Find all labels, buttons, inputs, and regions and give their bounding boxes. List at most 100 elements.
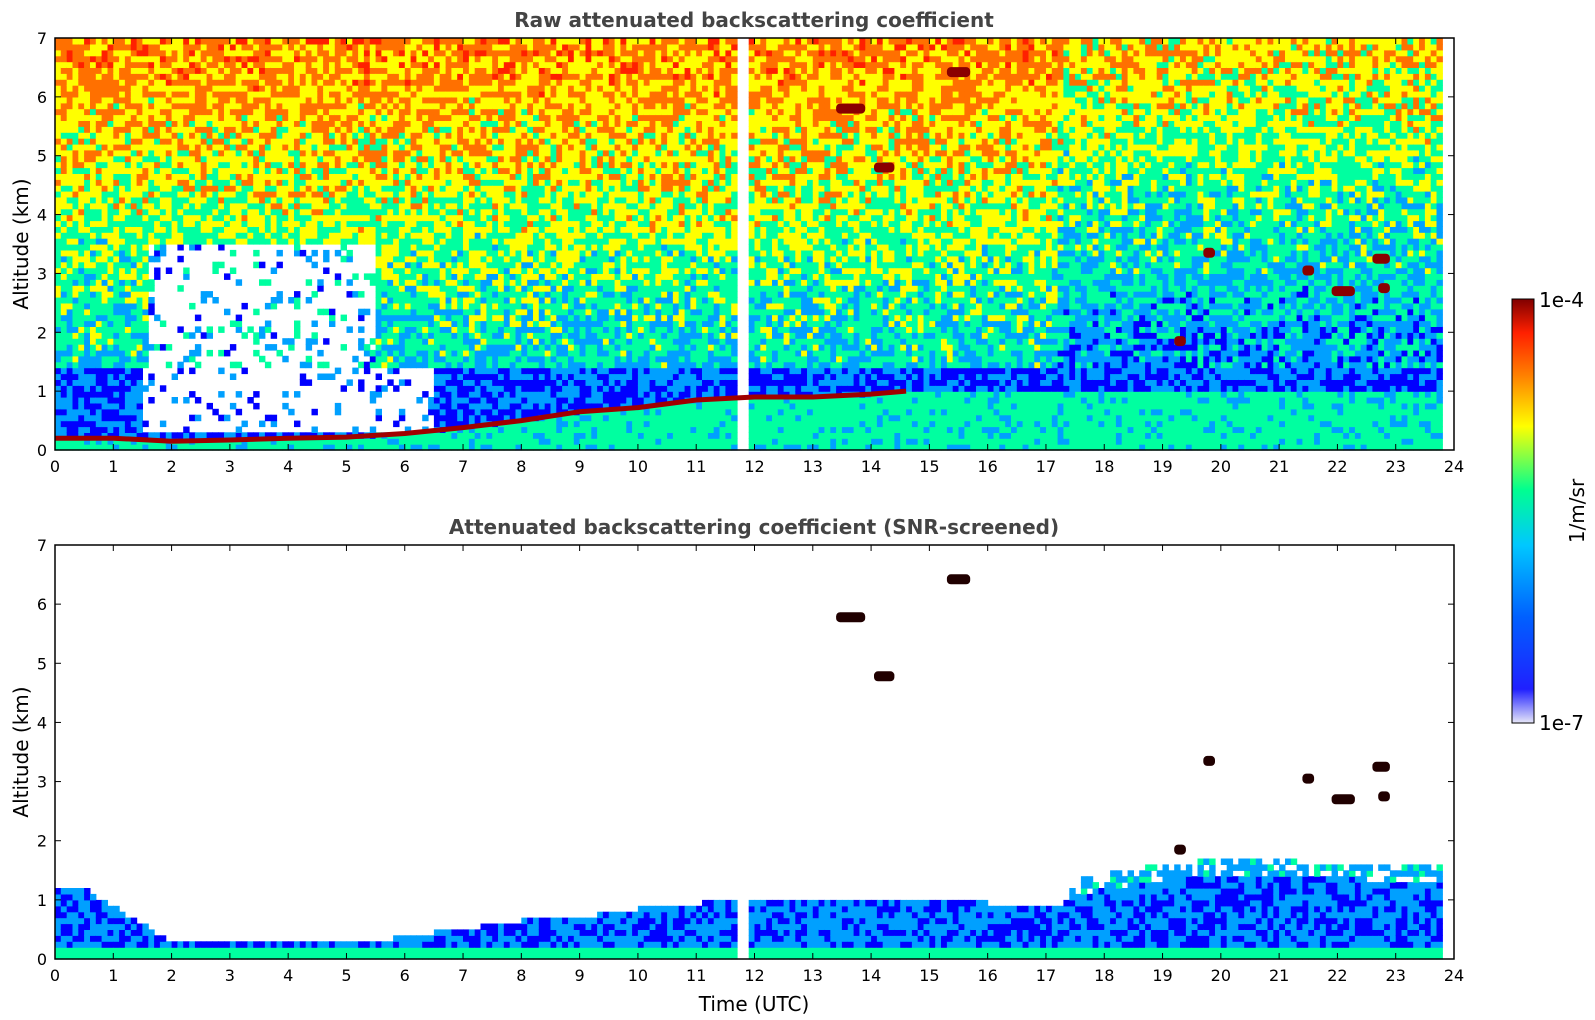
heatmap-cell [474,214,482,222]
heatmap-cell [492,161,499,169]
heatmap-cell [66,232,74,239]
heatmap-cell [387,61,394,68]
heatmap-cell [212,149,219,157]
heatmap-cell [498,108,505,116]
heatmap-cell [78,38,85,45]
heatmap-cell [363,208,371,216]
heatmap-cell [492,267,499,274]
heatmap-cell [299,120,307,127]
heatmap-cell [416,432,423,439]
heatmap-cell [457,273,464,280]
heatmap-cell [398,179,406,186]
heatmap-cell [189,232,196,239]
heatmap-cell [445,408,452,416]
heatmap-cell [387,155,394,163]
heatmap-cell [78,285,85,292]
heatmap-cell [509,108,517,116]
heatmap-cell [480,355,487,363]
heatmap-cell [381,261,388,269]
heatmap-cell [404,202,412,210]
heatmap-cell [95,420,103,428]
heatmap-cell [398,161,406,169]
heatmap-cell [288,432,295,439]
heatmap-cell [533,120,540,127]
heatmap-cell [259,155,266,163]
heatmap-cell [276,261,283,269]
heatmap-cell [492,202,499,210]
heatmap-cell [294,214,301,222]
heatmap-cell [241,173,248,180]
heatmap-cell [375,408,382,416]
heatmap-cell [544,167,552,174]
heatmap-cell [264,226,272,233]
heatmap-cell [194,232,202,239]
heatmap-cell [84,279,91,286]
heatmap-cell [78,43,85,51]
heatmap-cell [562,414,569,422]
heatmap-cell [119,55,126,63]
heatmap-cell [270,102,278,110]
heatmap-cell [492,79,499,86]
heatmap-cell [422,55,429,63]
heatmap-cell [95,379,103,386]
heatmap-cell [177,326,184,333]
heatmap-cell [124,214,132,222]
heatmap-cell [84,338,91,345]
heatmap-cell [410,320,417,327]
heatmap-cell [498,361,505,369]
heatmap-cell [387,355,394,363]
heatmap-cell [451,291,458,298]
heatmap-cell [294,155,301,163]
heatmap-cell [463,355,470,363]
heatmap-cell [84,155,91,163]
heatmap-cell [148,302,155,310]
heatmap-cell [264,155,272,163]
heatmap-cell [556,249,563,257]
heatmap-cell [130,79,138,86]
heatmap-cell [159,61,167,68]
heatmap-cell [358,444,365,451]
heatmap-cell [503,355,511,363]
heatmap-cell [66,91,74,98]
heatmap-cell [148,102,155,110]
heatmap-cell [84,349,91,357]
heatmap-cell [404,444,412,451]
heatmap-cell [468,108,476,116]
heatmap-cell [381,79,388,86]
heatmap-cell [404,167,412,174]
heatmap-cell [235,444,243,451]
heatmap-cell [445,173,452,180]
heatmap-cell [393,96,400,104]
heatmap-cell [550,408,557,416]
heatmap-cell [562,432,569,439]
heatmap-cell [101,349,108,357]
heatmap-cell [480,61,487,68]
heatmap-cell [136,279,143,286]
heatmap-cell [183,138,190,145]
heatmap-cell [212,143,219,151]
heatmap-cell [288,120,295,127]
heatmap-cell [387,267,394,274]
heatmap-cell [95,214,103,222]
heatmap-cell [311,238,318,245]
heatmap-cell [148,73,155,80]
heatmap-cell [445,385,452,392]
heatmap-cell [486,402,493,410]
heatmap-cell [229,67,237,74]
heatmap-cell [439,279,447,286]
heatmap-cell [124,73,132,80]
heatmap-cell [509,102,517,110]
heatmap-cell [352,132,359,139]
heatmap-cell [224,55,231,63]
heatmap-cell [533,173,540,180]
heatmap-cell [398,314,406,322]
heatmap-cell [183,179,190,186]
heatmap-cell [410,149,417,157]
heatmap-cell [492,338,499,345]
heatmap-cell [107,320,114,327]
heatmap-cell [294,61,301,68]
heatmap-cell [492,43,499,51]
heatmap-cell [95,179,103,186]
heatmap-cell [323,79,330,86]
heatmap-cell [317,85,324,92]
